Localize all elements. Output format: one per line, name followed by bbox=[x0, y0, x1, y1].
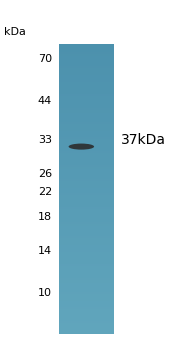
Text: kDa: kDa bbox=[4, 27, 26, 37]
Text: 33: 33 bbox=[38, 135, 52, 145]
Text: 70: 70 bbox=[38, 54, 52, 64]
Text: 44: 44 bbox=[38, 96, 52, 106]
Ellipse shape bbox=[69, 144, 94, 150]
Text: 22: 22 bbox=[38, 187, 52, 197]
Text: 14: 14 bbox=[38, 246, 52, 256]
Text: 26: 26 bbox=[38, 168, 52, 179]
Text: 37kDa: 37kDa bbox=[121, 133, 166, 147]
Text: 10: 10 bbox=[38, 288, 52, 298]
Text: 18: 18 bbox=[38, 212, 52, 222]
